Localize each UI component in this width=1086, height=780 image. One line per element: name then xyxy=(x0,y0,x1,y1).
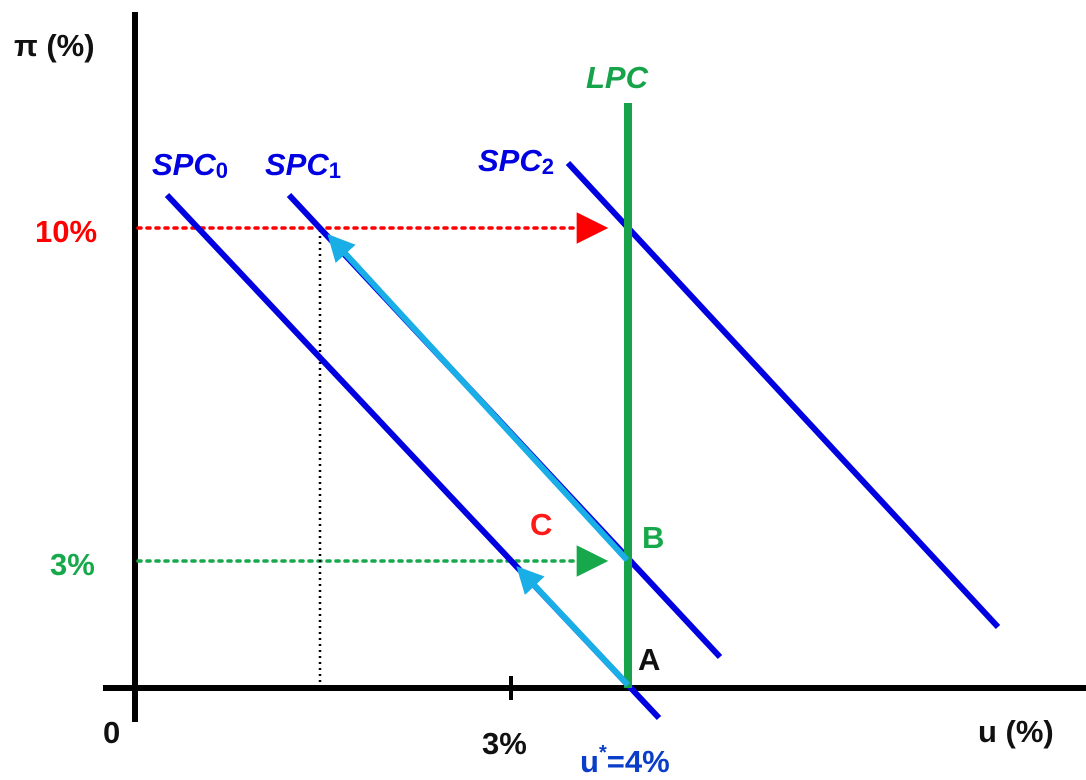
spc1-label: SPC1 xyxy=(265,147,341,183)
y-tick-3-percent: 3% xyxy=(50,547,95,582)
point-a-label: A xyxy=(638,642,660,677)
spc0-label: SPC0 xyxy=(152,147,228,183)
x-tick-label-3-percent: 3% xyxy=(482,726,527,761)
spc2-label: SPC2 xyxy=(478,143,554,179)
y-tick-10-percent: 10% xyxy=(35,214,97,249)
lpc-label: LPC xyxy=(586,60,649,95)
natural-rate-label: u*=4% xyxy=(580,742,670,779)
y-axis-label: π (%) xyxy=(14,28,95,63)
x-axis-label: u (%) xyxy=(978,714,1054,749)
spc2-curve xyxy=(565,160,1001,630)
point-b-label: B xyxy=(642,520,664,555)
point-c-label: C xyxy=(530,507,552,542)
origin-label: 0 xyxy=(103,715,120,750)
arrow-a-to-c xyxy=(516,566,631,688)
arrow-b-to-spc1-top xyxy=(327,234,630,563)
